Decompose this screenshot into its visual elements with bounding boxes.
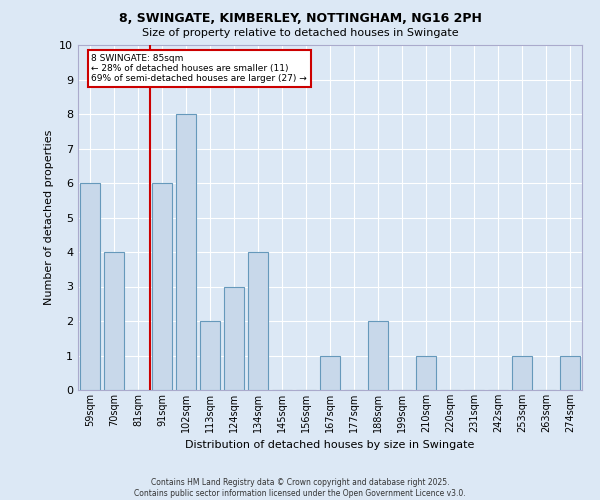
Text: Contains HM Land Registry data © Crown copyright and database right 2025.
Contai: Contains HM Land Registry data © Crown c… [134, 478, 466, 498]
Bar [560, 356, 580, 390]
Bar [368, 321, 388, 390]
Text: 8, SWINGATE, KIMBERLEY, NOTTINGHAM, NG16 2PH: 8, SWINGATE, KIMBERLEY, NOTTINGHAM, NG16… [119, 12, 481, 26]
Bar [200, 321, 220, 390]
Bar [248, 252, 268, 390]
Text: 8 SWINGATE: 85sqm
← 28% of detached houses are smaller (11)
69% of semi-detached: 8 SWINGATE: 85sqm ← 28% of detached hous… [91, 54, 307, 84]
Bar [104, 252, 124, 390]
X-axis label: Distribution of detached houses by size in Swingate: Distribution of detached houses by size … [185, 440, 475, 450]
Bar [176, 114, 196, 390]
Bar [416, 356, 436, 390]
Bar [152, 183, 172, 390]
Y-axis label: Number of detached properties: Number of detached properties [44, 130, 53, 305]
Bar [80, 183, 100, 390]
Bar [320, 356, 340, 390]
Bar [224, 286, 244, 390]
Text: Size of property relative to detached houses in Swingate: Size of property relative to detached ho… [142, 28, 458, 38]
Bar [512, 356, 532, 390]
